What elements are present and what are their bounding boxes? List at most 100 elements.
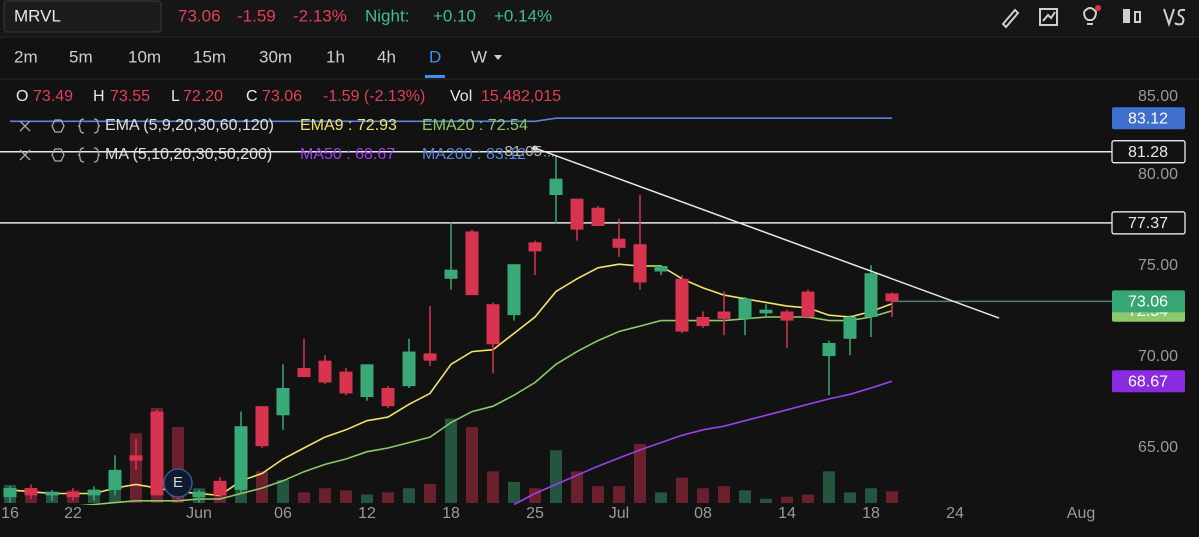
timeframe-tab[interactable]: 30m — [259, 47, 292, 66]
earnings-marker[interactable] — [163, 468, 193, 498]
x-tick-label: 24 — [946, 505, 964, 522]
dropdown-arrow[interactable] — [494, 55, 502, 60]
vs-icon[interactable] — [1163, 8, 1186, 28]
price-tag — [1112, 370, 1185, 393]
volume-bar — [780, 496, 793, 503]
timeframe-tab[interactable]: 5m — [69, 47, 93, 66]
x-tick-label: 08 — [694, 505, 712, 522]
candle-body — [360, 364, 374, 398]
chart-icon[interactable] — [1039, 8, 1058, 26]
volume-bar — [213, 492, 226, 503]
price-tag — [1111, 211, 1186, 235]
candle-body — [108, 469, 122, 490]
volume-bar — [381, 492, 394, 503]
x-tick-label: 16 — [1, 505, 19, 522]
candle-body — [675, 278, 689, 332]
price-tag — [1112, 290, 1185, 313]
volume-bar — [738, 490, 751, 503]
x-tick-label: Aug — [1067, 505, 1095, 522]
candle-body — [234, 426, 248, 490]
toolbar — [1001, 5, 1186, 29]
symbol[interactable]: MRVL — [14, 6, 61, 25]
volume-bar — [444, 418, 457, 503]
candle-body — [423, 353, 437, 361]
settings-icon[interactable] — [51, 119, 65, 133]
candle-body — [297, 367, 311, 378]
change: -1.59 — [237, 6, 276, 25]
candle-body — [45, 491, 59, 496]
candle-body — [66, 491, 80, 498]
x-tick-label: 18 — [442, 505, 460, 522]
candle-body — [738, 298, 752, 319]
candle-icon[interactable] — [1123, 9, 1130, 23]
x-tick-label: 12 — [358, 505, 376, 522]
close-icon[interactable] — [19, 149, 31, 161]
volume-bar — [486, 471, 499, 503]
night-change: +0.10 — [433, 6, 476, 25]
candle-body — [612, 238, 626, 248]
volume-bar — [885, 491, 898, 503]
volume-bar — [570, 471, 583, 503]
candle-body — [339, 371, 353, 394]
candle-body — [759, 309, 773, 314]
y-tick-label: 80.00 — [1138, 166, 1178, 183]
candle-body — [864, 273, 878, 317]
candle-body — [255, 406, 269, 447]
volume-bar — [318, 488, 331, 503]
close-icon[interactable] — [19, 120, 31, 132]
symbol-box[interactable] — [3, 0, 162, 33]
idea-icon[interactable] — [1083, 7, 1098, 25]
indicator-value: EMA9 : 72.93 — [300, 117, 397, 134]
candle-body — [444, 269, 458, 279]
timeframe-tab[interactable]: 15m — [193, 47, 226, 66]
ohlc-c: 73.06 — [262, 88, 302, 105]
y-tick-label: 85.00 — [1138, 88, 1178, 105]
chart-icon-line — [1042, 11, 1056, 22]
volume-bar — [717, 486, 730, 503]
draw-icon[interactable] — [1001, 8, 1020, 29]
volume-bar — [843, 492, 856, 503]
candle-body — [528, 242, 542, 252]
change-pct: -2.13% — [293, 6, 347, 25]
price-tag-label: 77.37 — [1128, 215, 1168, 232]
volume-bar — [549, 450, 562, 503]
volume-bar — [423, 484, 436, 503]
indicator-value: EMA20 : 72.54 — [422, 117, 528, 134]
candle-body — [213, 480, 227, 496]
candle-body — [780, 311, 794, 321]
earnings-label[interactable]: E — [173, 474, 183, 491]
timeframe-tab[interactable]: 2m — [14, 47, 38, 66]
ohlc-o-label: O — [16, 88, 28, 105]
code-icon[interactable] — [77, 147, 101, 163]
volume-bar — [360, 494, 373, 503]
candle-body — [276, 387, 290, 416]
timeframe-tab[interactable]: 10m — [128, 47, 161, 66]
timeframe-tab[interactable]: 1h — [326, 47, 345, 66]
code-icon[interactable] — [77, 118, 101, 134]
candle-body — [696, 316, 710, 327]
y-tick-label: 65.00 — [1138, 439, 1178, 456]
timeframe-tab[interactable]: D — [429, 47, 441, 66]
price-tag-label: 68.67 — [1128, 373, 1168, 390]
volume-bar — [255, 471, 268, 503]
indicator-value: MA200 : 83.12 — [422, 146, 526, 163]
night-pct: +0.14% — [494, 6, 552, 25]
candle-body — [822, 343, 836, 357]
volume-bar — [654, 492, 667, 503]
ohlc-vol-label: Vol — [450, 88, 472, 105]
indicator-value: MA50 : 68.67 — [300, 146, 395, 163]
plot — [0, 117, 1112, 505]
price-tag-label: 83.12 — [1128, 110, 1168, 127]
ohlc-h-label: H — [93, 88, 105, 105]
volume-bar — [801, 494, 814, 503]
x-tick-label: 25 — [526, 505, 544, 522]
candle-body — [402, 351, 416, 387]
settings-icon[interactable] — [51, 148, 65, 162]
candle-body — [843, 316, 857, 339]
timeframe-tab[interactable]: 4h — [377, 47, 396, 66]
timeframe-tab[interactable]: W — [471, 47, 487, 66]
candle-body — [591, 207, 605, 226]
indicator-line — [513, 380, 893, 505]
indicator-name: EMA (5,9,20,30,60,120) — [105, 117, 274, 134]
